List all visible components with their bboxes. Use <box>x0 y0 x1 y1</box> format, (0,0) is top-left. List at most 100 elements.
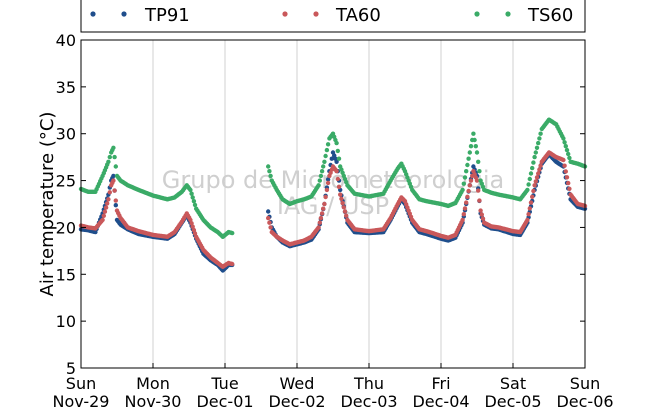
point-TA60 <box>340 200 345 206</box>
y-tick-label: 20 <box>56 218 76 237</box>
point-TA60 <box>111 178 116 183</box>
point-TA60 <box>322 201 327 207</box>
point-TS60 <box>335 148 340 154</box>
x-tick-day: Fri <box>431 374 450 393</box>
point-TP91 <box>334 159 339 164</box>
point-TS60 <box>464 169 469 174</box>
y-axis-ticks: 5 10 15 20 25 30 35 40 <box>56 31 585 378</box>
point-TA60 <box>230 261 235 267</box>
point-TA60 <box>338 192 343 197</box>
point-TA60 <box>267 220 272 225</box>
point-TA60 <box>319 211 325 216</box>
x-tick-date: Dec-05 <box>484 392 541 409</box>
point-TS60 <box>476 159 481 164</box>
point-TA60 <box>266 215 271 221</box>
point-TA60 <box>532 183 537 188</box>
point-TP91 <box>111 173 116 179</box>
point-TS60 <box>561 136 566 141</box>
point-TA60 <box>537 167 542 172</box>
x-tick-day: Mon <box>136 374 170 393</box>
legend-marker <box>282 11 288 17</box>
legend-marker <box>474 11 480 17</box>
point-TA60 <box>530 194 535 199</box>
point-TS60 <box>526 182 531 187</box>
point-TS60 <box>266 164 271 169</box>
point-TS60 <box>471 131 476 136</box>
point-TS60 <box>527 176 532 182</box>
y-tick-label: 5 <box>66 359 76 378</box>
point-TS60 <box>528 171 534 176</box>
point-TS60 <box>336 156 342 161</box>
point-TA60 <box>101 213 107 218</box>
point-TA60 <box>480 216 486 221</box>
point-TA60 <box>462 206 468 211</box>
point-TP91 <box>329 156 334 161</box>
y-tick-label: 40 <box>56 31 76 50</box>
point-TA60 <box>468 178 474 183</box>
x-tick-day: Sun <box>570 374 600 393</box>
point-TP91 <box>266 209 271 214</box>
point-TS60 <box>533 150 538 155</box>
point-TS60 <box>322 159 327 164</box>
point-TA60 <box>563 169 568 174</box>
point-TS60 <box>536 140 541 146</box>
point-TA60 <box>526 212 531 217</box>
x-tick-date: Dec-01 <box>196 392 253 409</box>
point-TA60 <box>477 198 482 203</box>
point-TS60 <box>325 142 331 147</box>
point-TA60 <box>268 225 273 230</box>
y-tick-label: 15 <box>56 265 76 284</box>
x-tick-day: Sat <box>500 374 526 393</box>
series-TS60 <box>78 117 588 239</box>
point-TA60 <box>105 201 110 206</box>
point-TS60 <box>567 155 572 161</box>
point-TS60 <box>112 154 117 160</box>
point-TA60 <box>344 213 349 218</box>
x-tick-date: Dec-03 <box>340 392 397 409</box>
legend-marker <box>90 11 96 17</box>
point-TA60 <box>474 178 480 183</box>
point-TS60 <box>465 162 470 168</box>
point-TS60 <box>192 202 198 208</box>
point-TA60 <box>336 184 342 189</box>
point-TA60 <box>562 163 567 168</box>
point-TS60 <box>537 136 542 141</box>
point-TS60 <box>189 191 194 196</box>
gridlines <box>152 40 514 368</box>
point-TS60 <box>318 173 324 179</box>
point-TA60 <box>321 206 326 211</box>
legend: TP91 TA60 TS60 <box>80 0 586 33</box>
point-TS60 <box>267 169 272 174</box>
point-TA60 <box>107 190 113 195</box>
point-TS60 <box>474 150 480 155</box>
x-tick-date: Dec-04 <box>412 392 469 409</box>
point-TS60 <box>525 187 530 193</box>
x-axis-ticks: SunNov-29MonNov-30TueDec-01WedDec-02ThuD… <box>53 363 614 409</box>
point-TS60 <box>477 169 482 174</box>
point-TS60 <box>321 164 326 169</box>
point-TP91 <box>113 203 119 208</box>
point-TA60 <box>339 196 344 201</box>
point-TA60 <box>317 220 322 225</box>
point-TS60 <box>113 164 119 169</box>
point-TS60 <box>268 173 273 179</box>
point-TA60 <box>525 217 530 223</box>
y-tick-label: 25 <box>56 172 76 191</box>
point-TA60 <box>465 194 470 199</box>
x-tick-day: Wed <box>280 374 315 393</box>
point-TS60 <box>564 147 570 153</box>
point-TA60 <box>190 224 195 229</box>
point-TS60 <box>466 156 471 161</box>
point-TA60 <box>461 212 466 217</box>
legend-marker <box>313 11 319 17</box>
legend-box <box>80 0 586 33</box>
point-TA60 <box>189 221 194 226</box>
point-TS60 <box>191 199 197 204</box>
legend-label: TS60 <box>527 5 573 26</box>
point-TP91 <box>325 177 331 182</box>
point-TS60 <box>562 140 567 145</box>
data-series <box>78 117 588 273</box>
point-TA60 <box>335 176 340 182</box>
point-TA60 <box>476 188 481 193</box>
